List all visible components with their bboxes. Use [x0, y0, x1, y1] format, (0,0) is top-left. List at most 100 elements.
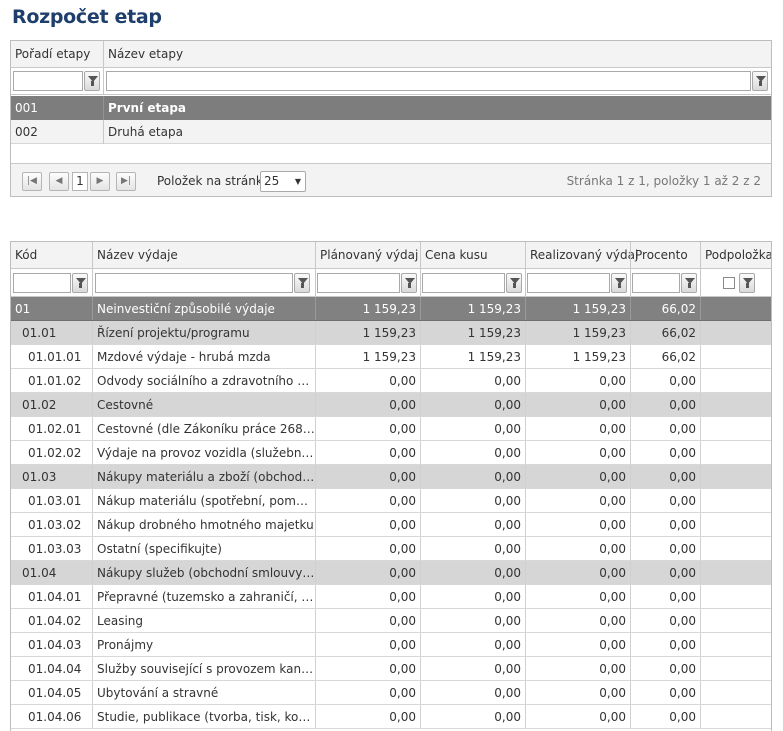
stages-grid: Pořadí etapy Název etapy 001 První etapa… [10, 40, 772, 197]
stage-row[interactable]: 002 Druhá etapa [11, 120, 771, 144]
column-header-order[interactable]: Pořadí etapy [15, 47, 91, 61]
code-filter-button[interactable] [72, 273, 88, 293]
code-filter-input[interactable] [13, 273, 71, 293]
stage-order: 001 [15, 101, 38, 115]
expense-code: 01.04.03 [28, 638, 82, 652]
budget-row[interactable]: 01.01.01 Mzdové výdaje - hrubá mzda 1 159,… [11, 345, 771, 369]
column-divider [420, 441, 421, 464]
percent-filter-input[interactable] [632, 273, 680, 293]
planned-amount: 0,00 [389, 590, 416, 604]
expense-name: Služby související s provozem kancelář..… [97, 662, 315, 676]
chevron-down-icon: ▼ [294, 177, 301, 186]
budget-row[interactable]: 01.04.06 Studie, publikace (tvorba, tisk,… [11, 705, 771, 729]
column-divider [700, 537, 701, 560]
column-divider [92, 681, 93, 704]
realized-amount: 1 159,23 [572, 302, 626, 316]
column-divider [92, 489, 93, 512]
planned-amount: 0,00 [389, 398, 416, 412]
expense-name-filter-input[interactable] [95, 273, 293, 293]
budget-row[interactable]: 01.02.01 Cestovné (dle Zákoníku práce 268… [11, 417, 771, 441]
realized-amount: 0,00 [599, 494, 626, 508]
budget-row[interactable]: 01.04.02 Leasing 0,00 0,00 0,00 0,00 [11, 609, 771, 633]
column-divider [92, 585, 93, 608]
column-divider [92, 441, 93, 464]
prev-page-button[interactable]: ◀ [49, 172, 69, 191]
first-page-button[interactable]: |◀ [22, 172, 42, 191]
column-header-planned[interactable]: Plánovaný výdaj [320, 248, 419, 262]
column-divider [630, 537, 631, 560]
column-divider [315, 657, 316, 680]
column-divider [92, 633, 93, 656]
expense-name: Nákup drobného hmotného majetku [97, 518, 314, 532]
column-divider [700, 657, 701, 680]
filter-icon [510, 278, 520, 284]
budget-row[interactable]: 01.01 Řízení projektu/programu 1 159,23 1 1… [11, 321, 771, 345]
column-divider [525, 417, 526, 440]
unit-price-filter-input[interactable] [422, 273, 505, 293]
order-filter-input[interactable] [13, 71, 83, 91]
column-divider [92, 561, 93, 584]
column-header-unit-price[interactable]: Cena kusu [425, 248, 488, 262]
column-divider [700, 513, 701, 536]
column-divider [315, 561, 316, 584]
stage-row[interactable]: 001 První etapa [11, 96, 771, 120]
column-header-percent[interactable]: Procento [635, 248, 688, 262]
realized-filter-input[interactable] [527, 273, 610, 293]
budget-row[interactable]: 01.03.01 Nákup materiálu (spotřební, pomo… [11, 489, 771, 513]
realized-filter-button[interactable] [611, 273, 627, 293]
budget-row[interactable]: 01.04.05 Ubytování a stravné 0,00 0,00 0,00 0… [11, 681, 771, 705]
budget-filter-row [11, 269, 771, 297]
unit-price: 0,00 [494, 446, 521, 460]
order-filter-button[interactable] [84, 71, 100, 91]
subitem-filter-checkbox[interactable] [723, 277, 735, 289]
current-page-number[interactable]: 1 [72, 172, 88, 191]
budget-row[interactable]: 01.01.02 Odvody sociálního a zdravotního … [11, 369, 771, 393]
subitem-filter-button[interactable] [739, 273, 755, 293]
expense-code: 01.04.01 [28, 590, 82, 604]
budget-row[interactable]: 01.04.03 Pronájmy 0,00 0,00 0,00 0,00 [11, 633, 771, 657]
column-header-realized[interactable]: Realizovaný výdaj [530, 248, 639, 262]
column-header-code[interactable]: Kód [15, 248, 38, 262]
budget-row[interactable]: 01.03.02 Nákup drobného hmotného majetku 0… [11, 513, 771, 537]
expense-code: 01.04.05 [28, 686, 82, 700]
stage-name-filter-input[interactable] [106, 71, 751, 91]
planned-filter-button[interactable] [401, 273, 417, 293]
budget-row[interactable]: 01.03.03 Ostatní (specifikujte) 0,00 0,00 0,… [11, 537, 771, 561]
next-page-button[interactable]: ▶ [90, 172, 110, 191]
planned-amount: 0,00 [389, 566, 416, 580]
column-divider [630, 633, 631, 656]
unit-price: 1 159,23 [467, 350, 521, 364]
column-header-stage-name[interactable]: Název etapy [108, 47, 184, 61]
unit-price: 0,00 [494, 422, 521, 436]
column-divider [525, 393, 526, 416]
budget-grid-header: Kód Název výdaje Plánovaný výdaj Cena ku… [11, 242, 771, 269]
column-header-subitem[interactable]: Podpoložka [705, 248, 772, 262]
budget-row[interactable]: 01.02.02 Výdaje na provoz vozidla (služeb… [11, 441, 771, 465]
budget-row[interactable]: 01.04.01 Přepravné (tuzemsko a zahraničí,… [11, 585, 771, 609]
budget-row[interactable]: 01.02 Cestovné 0,00 0,00 0,00 0,00 [11, 393, 771, 417]
column-divider [92, 369, 93, 392]
planned-filter-input[interactable] [317, 273, 400, 293]
filter-icon [756, 76, 766, 82]
column-header-expense-name[interactable]: Název výdaje [97, 248, 178, 262]
budget-row[interactable]: 01.03 Nákupy materiálu a zboží (obchodní … [11, 465, 771, 489]
budget-row[interactable]: 01 Neinvestiční způsobilé výdaje 1 159,23 1… [11, 297, 771, 321]
expense-name-filter-button[interactable] [294, 273, 310, 293]
expense-name: Přepravné (tuzemsko a zahraničí, hro... [97, 590, 315, 604]
column-divider [630, 321, 631, 344]
budget-row[interactable]: 01.04 Nákupy služeb (obchodní smlouvy, fa… [11, 561, 771, 585]
column-divider [315, 633, 316, 656]
column-divider [315, 297, 316, 320]
column-divider [700, 681, 701, 704]
page-size-select[interactable]: 25 ▼ [260, 171, 306, 192]
realized-amount: 0,00 [599, 518, 626, 532]
last-page-button[interactable]: ▶| [116, 172, 136, 191]
stage-name-filter-button[interactable] [752, 71, 768, 91]
unit-price-filter-button[interactable] [506, 273, 522, 293]
column-divider [420, 345, 421, 368]
percent-value: 0,00 [669, 470, 696, 484]
unit-price: 1 159,23 [467, 302, 521, 316]
budget-row[interactable]: 01.04.04 Služby související s provozem ka… [11, 657, 771, 681]
percent-filter-button[interactable] [681, 273, 697, 293]
column-divider [700, 561, 701, 584]
